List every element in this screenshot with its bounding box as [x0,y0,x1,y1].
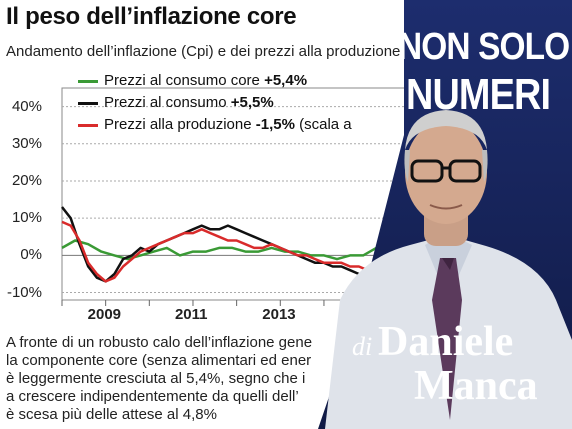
y-tick-label: 10% [11,209,42,227]
chart-title: Il peso dell’inflazione core [6,3,297,30]
legend-label: Prezzi al consumo [104,94,231,111]
x-tick-label: 2009 [87,306,122,323]
paragraph-line: A fronte di un robusto calo dell’inflazi… [6,334,313,351]
brand-title-line1: NON SOLO [398,26,570,68]
paragraph-line: la componente core (senza alimentari ed … [6,352,312,369]
y-tick-label: 40% [11,97,42,115]
brand-title-line2: NUMERI [406,70,551,119]
legend-value: -1,5% [255,116,295,133]
legend-entry: Prezzi al consumo +5,5% [78,94,274,111]
series-line-prezzi-al-consumo-core [61,239,420,261]
y-tick-label: 20% [11,171,42,189]
paragraph-line: è scesa più delle attese al 4,8% [6,406,217,423]
journalist-portrait [325,110,572,429]
legend-swatch [78,123,98,127]
y-tick-label: -10% [6,283,42,301]
legend-value: +5,5% [230,94,274,111]
y-tick-label: 0% [20,246,42,264]
paragraph-line: a crescere indipendentemente da quelli d… [6,388,299,405]
x-tick-label: 2013 [262,306,296,323]
series-line-prezzi-alla-produzione [61,220,421,283]
legend-note: (scala a [294,116,352,133]
legend-label: Prezzi al consumo core [104,72,265,89]
legend-value: +5,4% [264,72,308,89]
x-tick-label: 2011 [174,306,208,323]
author-first-name: Daniele [378,319,514,365]
legend-entry: Prezzi alla produzione -1,5% (scala a [78,116,352,133]
legend-swatch [78,101,98,105]
legend-entry: Prezzi al consumo core +5,4% [78,72,307,89]
author-last-name: Manca [414,363,538,409]
paragraph-line: è leggermente cresciuta al 5,4%, segno c… [6,370,306,387]
chart-subtitle: Andamento dell’inflazione (Cpi) e dei pr… [6,43,401,60]
legend-label: Prezzi alla produzione [104,116,256,133]
y-tick-label: 30% [11,134,42,152]
author-prefix: di [352,332,373,361]
legend-swatch [78,79,98,83]
